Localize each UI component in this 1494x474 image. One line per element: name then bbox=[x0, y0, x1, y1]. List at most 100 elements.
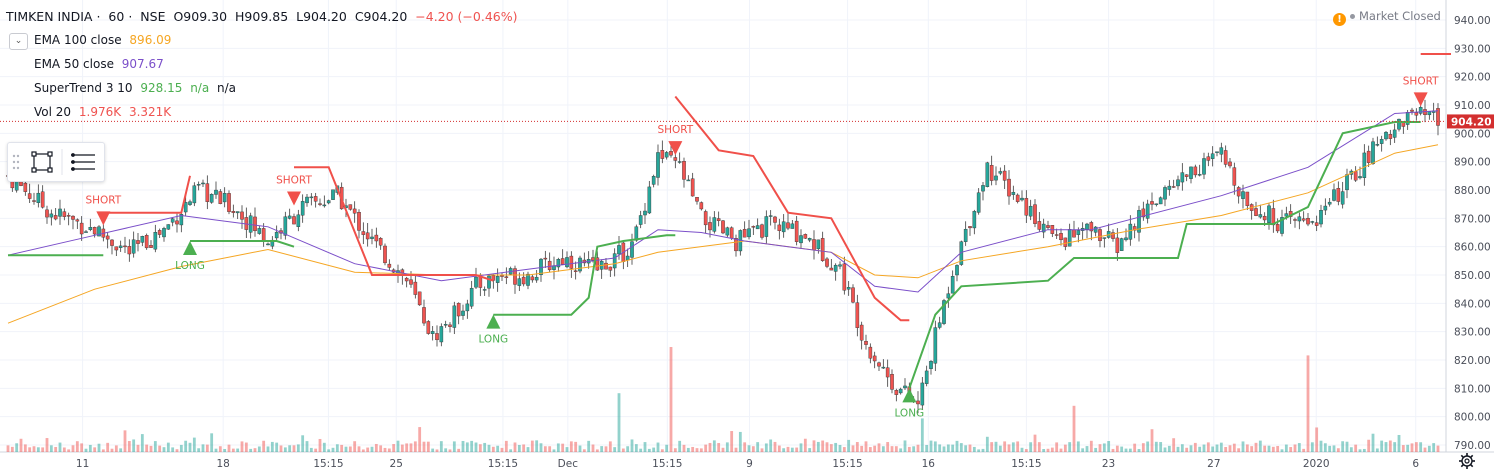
volume-bar bbox=[864, 441, 868, 452]
candle-body bbox=[989, 165, 994, 181]
volume-bar bbox=[504, 440, 508, 452]
volume-bar bbox=[197, 448, 201, 452]
volume-bar bbox=[149, 445, 153, 452]
volume-bar bbox=[708, 442, 712, 452]
volume-bar bbox=[106, 442, 110, 452]
y-tick-label: 880.00 bbox=[1454, 185, 1491, 197]
candle-body bbox=[1011, 191, 1016, 195]
volume-bar bbox=[565, 447, 569, 452]
candle-body bbox=[547, 260, 552, 271]
indicator-volume[interactable]: Vol 20 1.976K 3.321K bbox=[34, 105, 172, 119]
candle-body bbox=[881, 366, 886, 369]
volume-bar bbox=[62, 447, 66, 452]
volume-bar bbox=[279, 445, 283, 452]
volume-bar bbox=[1146, 441, 1150, 452]
volume-bar bbox=[1154, 441, 1158, 452]
candle-body bbox=[734, 238, 738, 252]
volume-bar bbox=[821, 440, 825, 452]
candle-body bbox=[1258, 214, 1263, 218]
candle-body bbox=[1063, 237, 1068, 247]
volume-bar bbox=[626, 446, 630, 452]
volume-bar bbox=[318, 438, 322, 452]
indicator-supertrend[interactable]: SuperTrend 3 10 928.15 n/a n/a bbox=[34, 81, 237, 95]
candle-body bbox=[1397, 118, 1401, 130]
volume-bar bbox=[868, 447, 872, 452]
warning-icon[interactable]: ! bbox=[1333, 13, 1346, 26]
volume-bar bbox=[1328, 445, 1332, 452]
volume-bar bbox=[1024, 449, 1028, 452]
rectangle-icon[interactable] bbox=[31, 151, 53, 173]
candle-body bbox=[127, 246, 132, 255]
candle-body bbox=[222, 193, 227, 203]
volume-bar bbox=[1393, 442, 1397, 452]
volume-bar bbox=[1289, 447, 1293, 452]
volume-bar bbox=[751, 446, 755, 452]
menu-icon[interactable] bbox=[71, 153, 95, 171]
indicator-ema100[interactable]: EMA 100 close 896.09 bbox=[34, 33, 172, 47]
volume-bar bbox=[721, 447, 725, 452]
volume-bar bbox=[97, 443, 101, 452]
candle-body bbox=[257, 228, 262, 234]
candle-body bbox=[331, 189, 335, 200]
candle-body bbox=[118, 245, 123, 248]
candle-body bbox=[829, 267, 834, 271]
volume-bar bbox=[461, 440, 465, 452]
volume-bar bbox=[49, 445, 53, 452]
collapse-legend-button[interactable]: ⌄ bbox=[9, 33, 28, 50]
candle-body bbox=[357, 212, 361, 231]
candle-body bbox=[49, 213, 54, 218]
candle-body bbox=[266, 243, 270, 246]
volume-bar bbox=[673, 448, 677, 452]
candle-body bbox=[643, 210, 647, 216]
volume-bar bbox=[1406, 444, 1410, 452]
candle-body bbox=[1202, 158, 1206, 175]
volume-bar bbox=[1167, 445, 1171, 452]
candle-body bbox=[656, 152, 660, 178]
chevron-down-icon: ⌄ bbox=[14, 36, 23, 46]
candle-body bbox=[708, 222, 712, 231]
drag-handle-icon[interactable] bbox=[12, 154, 20, 170]
volume-bar bbox=[1072, 405, 1076, 452]
volume-bar bbox=[530, 440, 534, 452]
volume-bar bbox=[41, 447, 45, 452]
x-tick-label: 25 bbox=[390, 458, 403, 470]
candle-body bbox=[1336, 188, 1341, 202]
volume-bar bbox=[899, 448, 903, 452]
volume-bar bbox=[283, 447, 287, 452]
volume-bar bbox=[335, 444, 339, 452]
volume-bar bbox=[660, 449, 664, 452]
candle-body bbox=[1145, 203, 1150, 219]
volume-bar bbox=[1224, 447, 1228, 452]
x-tick-label: 15:15 bbox=[1011, 458, 1041, 470]
volume-bar bbox=[920, 418, 924, 452]
exchange: NSE bbox=[140, 9, 166, 24]
volume-bar bbox=[946, 444, 950, 452]
volume-bar bbox=[712, 440, 716, 452]
volume-bar bbox=[535, 440, 539, 452]
volume-bar bbox=[132, 439, 136, 452]
candle-body bbox=[443, 324, 448, 326]
price-change: −4.20 (−0.46%) bbox=[415, 9, 518, 24]
volume-bar bbox=[1297, 443, 1301, 452]
volume-bar bbox=[1293, 444, 1297, 452]
gear-icon[interactable] bbox=[1458, 452, 1476, 470]
y-tick-label: 810.00 bbox=[1454, 383, 1491, 395]
candle-body bbox=[513, 268, 517, 285]
candle-body bbox=[695, 197, 699, 202]
volume-bar bbox=[270, 441, 274, 452]
volume-bar bbox=[1042, 449, 1046, 452]
candle-body bbox=[478, 276, 483, 288]
volume-bar bbox=[548, 446, 552, 452]
candle-body bbox=[300, 201, 305, 216]
indicator-ema50[interactable]: EMA 50 close 907.67 bbox=[34, 57, 164, 71]
candle-body bbox=[1197, 174, 1202, 176]
volume-bar bbox=[621, 448, 625, 452]
volume-bar bbox=[1016, 441, 1020, 452]
candle-body bbox=[170, 218, 175, 223]
candle-body bbox=[1310, 221, 1315, 223]
candle-body bbox=[1384, 131, 1388, 140]
candle-body bbox=[110, 239, 114, 246]
candle-body bbox=[855, 302, 860, 328]
x-tick-label: 9 bbox=[746, 458, 753, 470]
